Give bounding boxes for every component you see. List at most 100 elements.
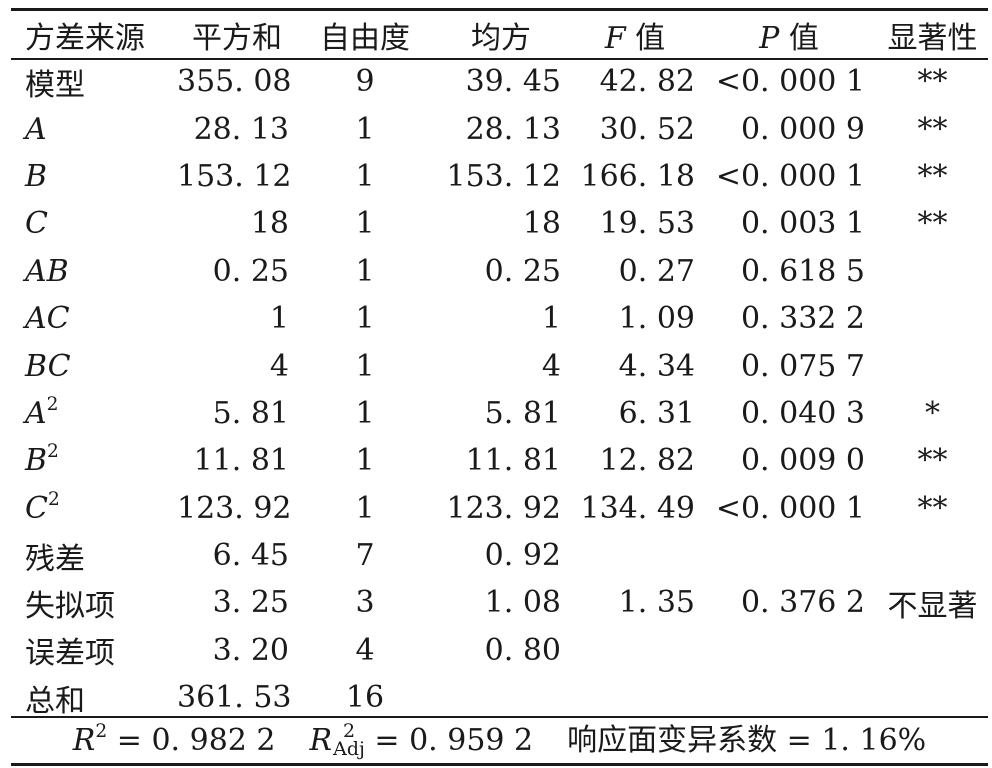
- mean-square-cell: [433, 674, 569, 721]
- f-value-cell: 19. 53: [599, 206, 695, 242]
- row-source-label: AC: [25, 301, 70, 337]
- coefficient-of-variation: 响应面变异系数 = 1. 16%: [567, 723, 927, 758]
- significance-cell: [877, 627, 988, 674]
- table-row: B 153. 12 1 153. 12 166. 18 <0. 000 1 **: [11, 153, 988, 200]
- header-degrees-of-freedom: 自由度: [320, 20, 410, 56]
- row-source-label: 误差项: [25, 636, 115, 672]
- sum-of-squares-cell: 5. 81: [212, 395, 289, 431]
- p-value-cell: [701, 532, 877, 579]
- row-source-label: 残差: [25, 541, 85, 577]
- significance-cell: **: [917, 490, 948, 526]
- bottom-rule: [11, 716, 988, 718]
- header-p-symbol: P: [759, 20, 780, 56]
- header-f-suffix: 值: [625, 20, 666, 56]
- table-row: C2 123. 92 1 123. 92 134. 49 <0. 000 1 **: [11, 485, 988, 532]
- header-f-value: F 值: [569, 11, 701, 58]
- f-value-cell: [569, 627, 701, 674]
- row-source-exponent: 2: [47, 488, 60, 510]
- row-source-label: 失拟项: [25, 588, 115, 624]
- p-value-cell: <0. 000 1: [715, 64, 865, 100]
- degrees-of-freedom-cell: 3: [355, 585, 375, 621]
- row-source: AB: [11, 248, 177, 295]
- significance-cell: [877, 248, 988, 295]
- summary-footer: R2 = 0. 982 2 R 2 Adj = 0. 959 2 响应面变异系数 = 1…: [11, 718, 988, 764]
- p-value-cell: [701, 627, 877, 674]
- row-source-label: 模型: [25, 67, 85, 103]
- sum-of-squares-cell: 361. 53: [177, 680, 292, 716]
- f-value-cell: [569, 674, 701, 721]
- degrees-of-freedom-cell: 1: [355, 443, 375, 479]
- table-row: A 28. 13 1 28. 13 30. 52 0. 000 9 **: [11, 105, 988, 152]
- header-rule: [11, 58, 988, 60]
- row-source: BC: [11, 342, 177, 389]
- sum-of-squares-cell: 11. 81: [193, 443, 289, 479]
- significance-cell: **: [917, 64, 948, 100]
- mean-square-cell: 1. 08: [484, 585, 561, 621]
- adjusted-r-squared-exponent: 2: [342, 720, 356, 742]
- degrees-of-freedom-cell: 1: [355, 348, 375, 384]
- f-value-cell: 1. 35: [618, 585, 695, 621]
- row-source: A2: [11, 390, 177, 437]
- mean-square-cell: 0. 92: [484, 538, 561, 574]
- header-p-value: P 值: [701, 11, 877, 58]
- significance-cell: [877, 674, 988, 721]
- footer-bottom-rule: [11, 763, 988, 766]
- p-value-cell: [701, 674, 877, 721]
- sum-of-squares-cell: 18: [250, 206, 289, 242]
- adjusted-r-squared-symbol: R: [309, 723, 333, 758]
- mean-square-cell: 0. 25: [484, 253, 561, 289]
- table-row: AC 1 1 1 1. 09 0. 332 2: [11, 295, 988, 342]
- row-source: B2: [11, 437, 177, 484]
- significance-cell: *: [925, 395, 940, 431]
- mean-square-cell: 5. 81: [484, 395, 561, 431]
- f-value-cell: 6. 31: [618, 395, 695, 431]
- header-mean-square: 均方: [471, 20, 531, 56]
- p-value-cell: 0. 040 3: [740, 395, 865, 431]
- adjusted-r-squared-value: = 0. 959 2: [364, 723, 534, 758]
- table-row: 残差 6. 45 7 0. 92: [11, 532, 988, 579]
- f-value-cell: 12. 82: [599, 443, 695, 479]
- f-value-cell: 166. 18: [580, 158, 695, 194]
- sum-of-squares-cell: 355. 08: [177, 64, 292, 100]
- table-row: 模型 355. 08 9 39. 45 42. 82 <0. 000 1 **: [11, 58, 988, 105]
- degrees-of-freedom-cell: 9: [355, 64, 375, 100]
- significance-cell: **: [917, 443, 948, 479]
- mean-square-cell: 39. 45: [465, 64, 561, 100]
- row-source-label: A: [25, 395, 47, 431]
- significance-cell: 不显著: [887, 588, 978, 624]
- sum-of-squares-cell: 3. 20: [212, 632, 289, 668]
- row-source-exponent: 2: [46, 394, 59, 416]
- f-value-cell: 1. 09: [618, 301, 695, 337]
- degrees-of-freedom-cell: 1: [355, 301, 375, 337]
- row-source: AC: [11, 295, 177, 342]
- r-squared-symbol: R: [72, 723, 96, 758]
- header-p-suffix: 值: [779, 20, 819, 56]
- p-value-cell: 0. 376 2: [740, 585, 865, 621]
- significance-cell: **: [917, 111, 948, 147]
- row-source: B: [11, 153, 177, 200]
- f-value-cell: 4. 34: [618, 348, 695, 384]
- degrees-of-freedom-cell: 1: [355, 111, 375, 147]
- row-source-label: AB: [25, 253, 69, 289]
- row-source: 总和: [11, 674, 177, 721]
- p-value-cell: 0. 075 7: [740, 348, 865, 384]
- f-value-cell: 134. 49: [580, 490, 695, 526]
- mean-square-cell: 11. 81: [465, 443, 561, 479]
- mean-square-cell: 28. 13: [465, 111, 561, 147]
- table-row: 误差项 3. 20 4 0. 80: [11, 627, 988, 674]
- sum-of-squares-cell: 0. 25: [212, 253, 289, 289]
- row-source-label: 总和: [25, 683, 85, 719]
- row-source: 误差项: [11, 627, 177, 674]
- degrees-of-freedom-cell: 1: [355, 395, 375, 431]
- row-source-label: B: [25, 443, 48, 479]
- sum-of-squares-cell: 1: [269, 301, 289, 337]
- sum-of-squares-cell: 123. 92: [177, 490, 292, 526]
- p-value-cell: 0. 003 1: [740, 206, 865, 242]
- degrees-of-freedom-cell: 1: [355, 158, 375, 194]
- p-value-cell: <0. 000 1: [715, 158, 865, 194]
- row-source: 失拟项: [11, 579, 177, 626]
- f-value-cell: 30. 52: [599, 111, 695, 147]
- row-source: A: [11, 105, 177, 152]
- mean-square-cell: 123. 92: [446, 490, 561, 526]
